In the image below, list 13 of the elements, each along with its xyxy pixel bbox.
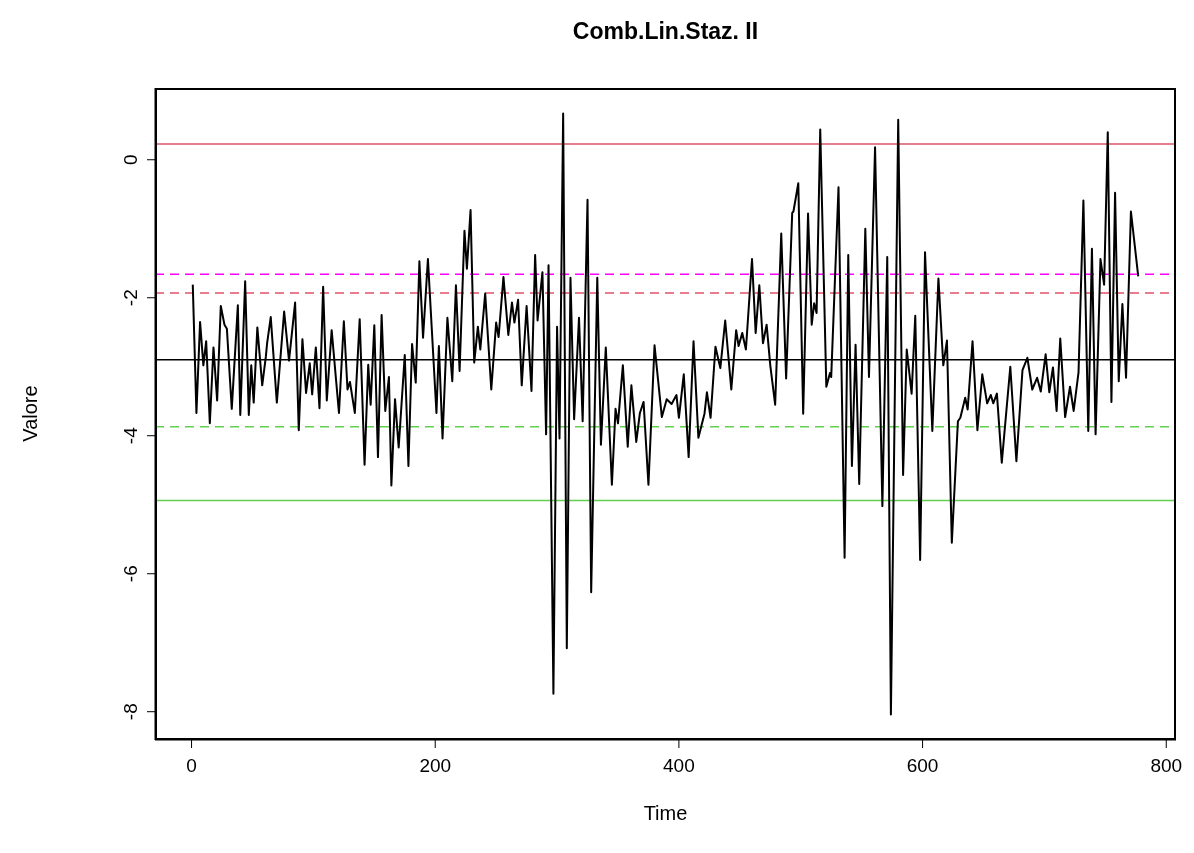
x-tick-label: 0 <box>186 755 197 776</box>
y-tick-label: -2 <box>120 289 141 307</box>
y-tick-label: -8 <box>120 703 141 721</box>
x-tick-label: 800 <box>1150 755 1183 776</box>
y-tick-label: -6 <box>120 565 141 583</box>
y-axis-title: Valore <box>18 384 42 444</box>
x-axis-title: Time <box>642 802 689 825</box>
y-tick-label: 0 <box>120 154 141 166</box>
x-tick-label: 600 <box>906 755 939 776</box>
y-tick-label: -4 <box>120 426 141 445</box>
chart-title: Comb.Lin.Staz. II <box>571 18 760 45</box>
x-tick-label: 200 <box>419 755 452 776</box>
x-tick-label: 400 <box>663 755 695 776</box>
